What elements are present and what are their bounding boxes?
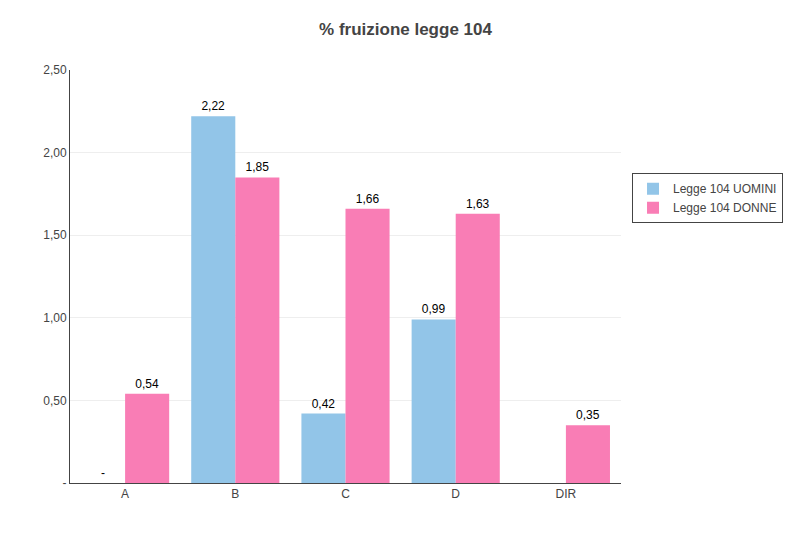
svg-text:DIR: DIR: [556, 487, 577, 501]
svg-text:1,00: 1,00: [43, 311, 67, 325]
svg-text:2,22: 2,22: [201, 99, 225, 113]
svg-text:B: B: [231, 487, 239, 501]
svg-text:D: D: [451, 487, 460, 501]
svg-text:1,66: 1,66: [356, 192, 380, 206]
svg-text:2,00: 2,00: [43, 146, 67, 160]
svg-text:% fruizione legge 104: % fruizione legge 104: [319, 20, 492, 39]
svg-text:-: -: [63, 476, 67, 490]
svg-text:1,85: 1,85: [245, 160, 269, 174]
svg-text:0,42: 0,42: [312, 397, 336, 411]
svg-text:0,99: 0,99: [422, 302, 446, 316]
svg-text:0,35: 0,35: [576, 408, 600, 422]
svg-text:0,50: 0,50: [43, 394, 67, 408]
svg-text:Legge 104 UOMINI: Legge 104 UOMINI: [673, 182, 776, 196]
svg-text:1,63: 1,63: [466, 197, 490, 211]
svg-text:C: C: [341, 487, 350, 501]
svg-text:0,54: 0,54: [135, 377, 159, 391]
svg-text:A: A: [121, 487, 129, 501]
svg-text:Legge 104 DONNE: Legge 104 DONNE: [673, 201, 776, 215]
svg-text:-: -: [101, 466, 105, 480]
svg-text:2,50: 2,50: [43, 63, 67, 77]
svg-text:1,50: 1,50: [43, 228, 67, 242]
